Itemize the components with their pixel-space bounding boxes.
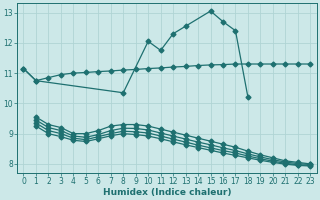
X-axis label: Humidex (Indice chaleur): Humidex (Indice chaleur)	[103, 188, 231, 197]
